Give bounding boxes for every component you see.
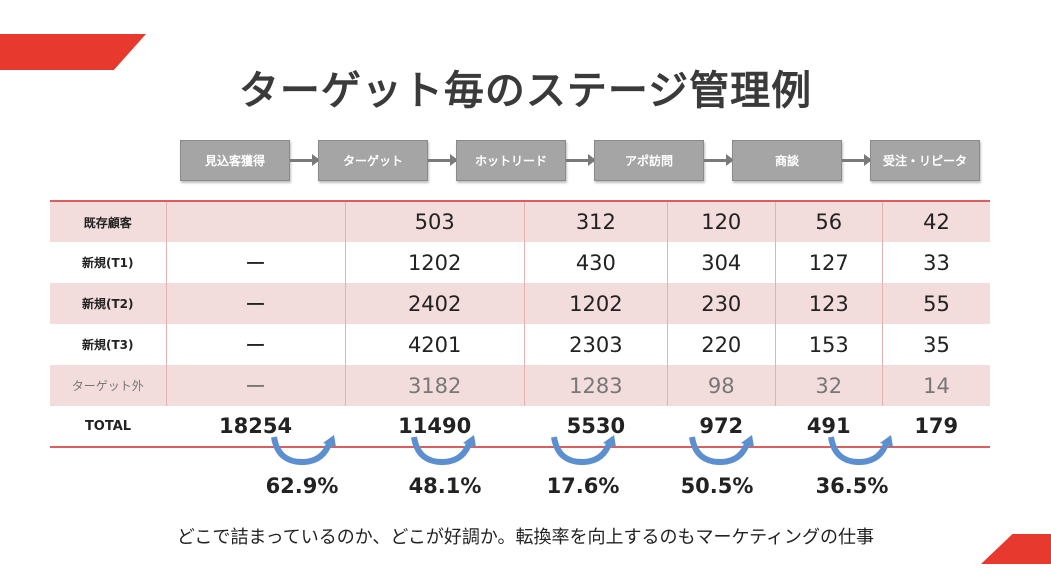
table-cell: 1202 <box>523 283 668 324</box>
page-title: ターゲット毎のステージ管理例 <box>238 68 813 114</box>
row-label: 新規(T2) <box>50 283 166 324</box>
table-cell: ー <box>165 365 346 406</box>
table-cell: 55 <box>881 283 990 324</box>
conversion-rate: 48.1% <box>408 474 482 498</box>
conversion-arrow-icon <box>408 435 480 466</box>
table-cell: 56 <box>774 200 883 242</box>
table-row: 新規(T3) ー 4201 2303 220 153 35 <box>50 324 990 365</box>
stage-box: 見込客獲得 <box>180 140 290 181</box>
table-cell: 312 <box>523 200 668 242</box>
arrow-right-icon <box>842 154 872 166</box>
table-cell: ー <box>165 283 346 324</box>
table-cell: 230 <box>667 283 775 324</box>
table-cell: 972 <box>667 406 775 448</box>
row-label: 既存顧客 <box>50 200 166 242</box>
table-cell: ー <box>165 324 346 365</box>
table-cell: ー <box>165 242 346 283</box>
conversion-arrow-icon <box>268 435 340 466</box>
arrow-right-icon <box>566 154 596 166</box>
table-cell: 98 <box>667 365 775 406</box>
table-cell: 18254 <box>166 406 346 448</box>
conversion-rate: 62.9% <box>265 474 339 498</box>
table-cell: 1283 <box>523 365 668 406</box>
table-cell: 14 <box>881 365 990 406</box>
table-cell: 4201 <box>344 324 525 365</box>
stage-table: 既存顧客 503 312 120 56 42 新規(T1) ー 1202 430 304 127 33 新… <box>50 200 990 448</box>
arrow-right-icon <box>704 154 734 166</box>
table-cell: 11490 <box>345 406 525 448</box>
table-cell: 2303 <box>523 324 668 365</box>
conversion-arrow-icon <box>548 435 620 466</box>
table-cell: 42 <box>881 200 990 242</box>
table-cell: 220 <box>667 324 775 365</box>
stage-box: ホットリード <box>456 140 566 181</box>
table-cell: 2402 <box>344 283 525 324</box>
table-cell: 1202 <box>344 242 525 283</box>
table-row: 新規(T2) ー 2402 1202 230 123 55 <box>50 283 990 324</box>
stage-box: 商談 <box>732 140 842 181</box>
arrow-right-icon <box>428 154 458 166</box>
row-label: ターゲット外 <box>50 365 166 406</box>
table-row: 新規(T1) ー 1202 430 304 127 33 <box>50 242 990 283</box>
conversion-arrow-icon <box>686 435 758 466</box>
table-cell: 430 <box>523 242 668 283</box>
conversion-rate: 50.5% <box>680 474 754 498</box>
conversion-arrow-icon <box>825 435 897 466</box>
stage-box: ターゲット <box>318 140 428 181</box>
row-label: 新規(T3) <box>81 338 134 352</box>
stage-box: アポ訪問 <box>594 140 704 181</box>
table-cell: 33 <box>881 242 990 283</box>
table-cell <box>165 200 346 242</box>
table-cell: 153 <box>774 324 883 365</box>
stage-box: 受注・リピータ <box>870 140 980 181</box>
table-cell: 32 <box>774 365 883 406</box>
arrow-right-icon <box>290 154 320 166</box>
table-cell: 503 <box>344 200 525 242</box>
conversion-rate: 36.5% <box>815 474 889 498</box>
row-label: TOTAL <box>50 406 166 448</box>
table-row: TOTAL 18254 11490 5530 972 491 179 <box>50 406 990 448</box>
conversion-rate: 17.6% <box>546 474 620 498</box>
table-cell: 120 <box>667 200 775 242</box>
table-cell: 127 <box>774 242 883 283</box>
table-cell: 123 <box>774 283 883 324</box>
table-cell: 3182 <box>344 365 525 406</box>
row-label: 新規(T1) <box>81 256 134 270</box>
table-cell: 35 <box>881 324 990 365</box>
table-cell: 304 <box>667 242 775 283</box>
table-cell: 179 <box>882 406 990 448</box>
table-row: 既存顧客 503 312 120 56 42 <box>50 200 990 242</box>
stage-flow: 見込客獲得 ターゲット ホットリード アポ訪問 商談 受注・リピータ <box>0 140 1051 182</box>
table-cell: 5530 <box>524 406 668 448</box>
footer-note: どこで詰まっているのか、どこが好調か。転換率を向上するのもマーケティングの仕事 <box>176 527 875 548</box>
table-row: ターゲット外ー 3182 1283 98 32 14 <box>50 365 990 406</box>
